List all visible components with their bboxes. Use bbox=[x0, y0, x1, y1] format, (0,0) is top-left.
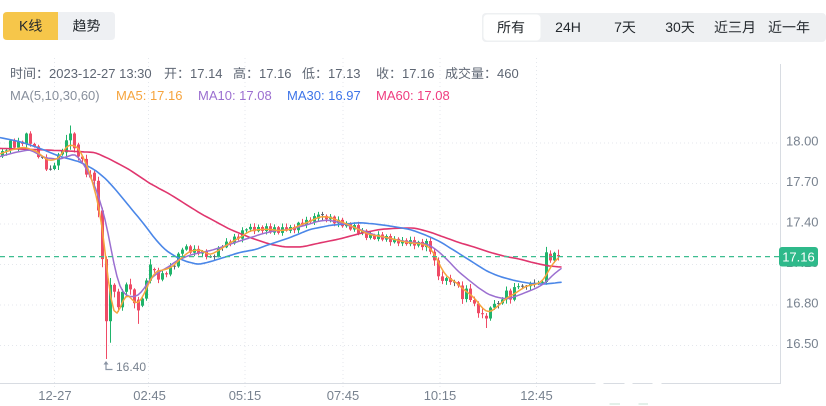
svg-text:MA(5,10,30,60): MA(5,10,30,60) bbox=[10, 88, 100, 103]
svg-text:16.50: 16.50 bbox=[786, 336, 819, 351]
svg-text:07:45: 07:45 bbox=[327, 388, 360, 403]
svg-text:7: 7 bbox=[614, 19, 622, 35]
svg-text:16.40: 16.40 bbox=[116, 360, 146, 374]
svg-text:17.14: 17.14 bbox=[190, 66, 223, 81]
svg-text:05:15: 05:15 bbox=[229, 388, 262, 403]
svg-text:02:45: 02:45 bbox=[133, 388, 166, 403]
svg-text:17.13: 17.13 bbox=[328, 66, 361, 81]
svg-text:17.16: 17.16 bbox=[259, 66, 292, 81]
svg-text:12-27: 12-27 bbox=[38, 388, 71, 403]
svg-text:17.70: 17.70 bbox=[786, 174, 819, 189]
svg-text:2023-12-27 13:30: 2023-12-27 13:30 bbox=[49, 66, 152, 81]
svg-text:24H: 24H bbox=[555, 19, 581, 35]
svg-text:460: 460 bbox=[497, 66, 519, 81]
svg-text:18.00: 18.00 bbox=[786, 134, 819, 149]
svg-text:30: 30 bbox=[665, 19, 681, 35]
svg-text:17.40: 17.40 bbox=[786, 215, 819, 230]
svg-text:10:15: 10:15 bbox=[424, 388, 457, 403]
svg-text:17.16: 17.16 bbox=[402, 66, 435, 81]
svg-text:12:45: 12:45 bbox=[520, 388, 553, 403]
svg-text:K: K bbox=[19, 18, 29, 34]
svg-text:MA5: 17.16: MA5: 17.16 bbox=[116, 88, 183, 103]
svg-text:17.16: 17.16 bbox=[782, 250, 815, 265]
svg-text:MA60: 17.08: MA60: 17.08 bbox=[376, 88, 450, 103]
svg-text:MA30: 16.97: MA30: 16.97 bbox=[287, 88, 361, 103]
svg-text:16.80: 16.80 bbox=[786, 296, 819, 311]
svg-text:MA10: 17.08: MA10: 17.08 bbox=[198, 88, 272, 103]
